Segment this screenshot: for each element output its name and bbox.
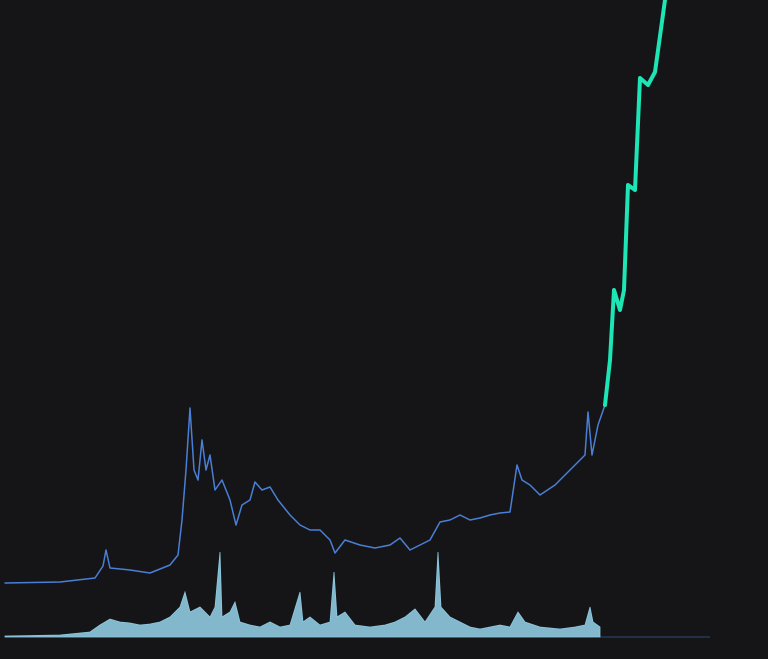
price-line — [603, 0, 667, 407]
volume-area — [4, 551, 601, 638]
price-line — [4, 404, 606, 584]
